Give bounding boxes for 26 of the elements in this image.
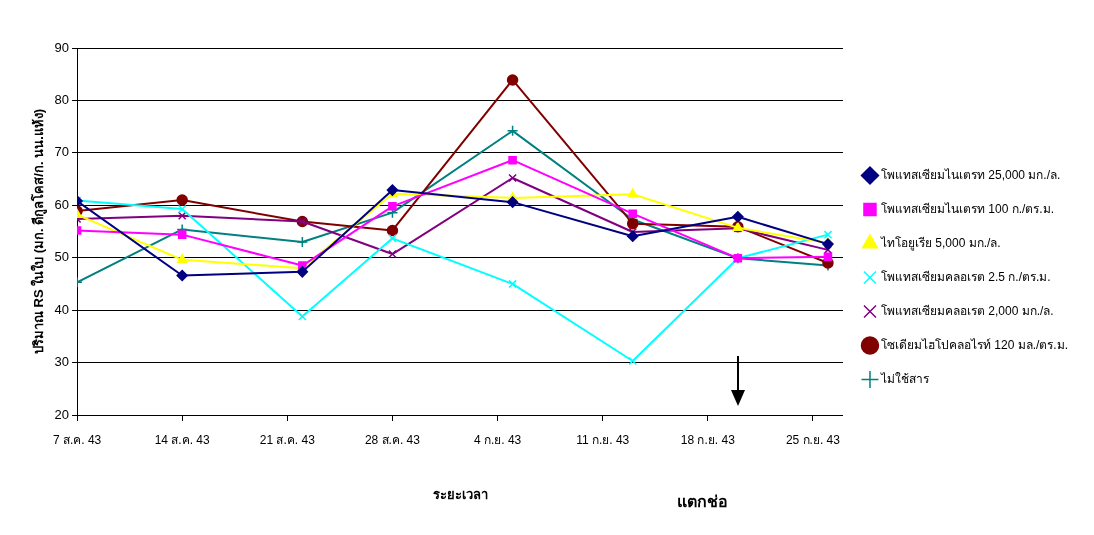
y-tick-label: 60 [54,196,70,212]
legend-label: โพแทสเซียมไนเตรท 25,000 มก./ล. [880,167,1061,182]
x-tick-label: 18 ก.ย. 43 [680,432,736,447]
x-tick-label: 11 ก.ย. 43 [576,432,630,447]
x-tick-label: 25 ก.ย. 43 [785,432,841,447]
x-tick-label: 14 ส.ค. 43 [154,432,211,447]
legend-label: โพแทสเซียมคลอเรต 2,000 มก./ล. [880,303,1054,318]
text: แตกช่อ [677,493,729,511]
x-tick-label: 21 ส.ค. 43 [259,432,316,447]
legend-label: โซเดียมไฮโปคลอไรท์ 120 มล./ตร.ม. [880,337,1069,352]
legend-label: ไม่ใช้สาร [879,371,930,386]
legend-label: ไทโอยูเรีย 5,000 มก./ล. [879,235,1001,251]
x-tick-label: 28 ส.ค. 43 [364,432,421,447]
x-tick-label: 7 ส.ค. 43 [52,432,102,447]
y-tick-label: 90 [54,39,70,55]
y-tick-label: 20 [54,406,70,422]
legend-label: โพแทสเซียมคลอเรต 2.5 ก./ตร.ม. [880,269,1051,284]
y-tick-label: 80 [54,92,70,108]
x-axis-title: ระยะเวลา [432,486,488,502]
y-tick-label: 30 [54,354,70,370]
y-tick-label: 40 [54,301,70,317]
y-tick-label: 70 [54,144,70,160]
y-tick-label: 50 [54,249,70,265]
x-tick-label: 4 ก.ย. 43 [473,432,522,447]
legend-label: โพแทสเซียมไนเตรท 100 ก./ตร.ม. [880,201,1055,216]
y-axis-title: ปริมาณ RS ในใบ (มก. ดีกูลโคส/ก. นน.แห้ง) [30,108,48,355]
